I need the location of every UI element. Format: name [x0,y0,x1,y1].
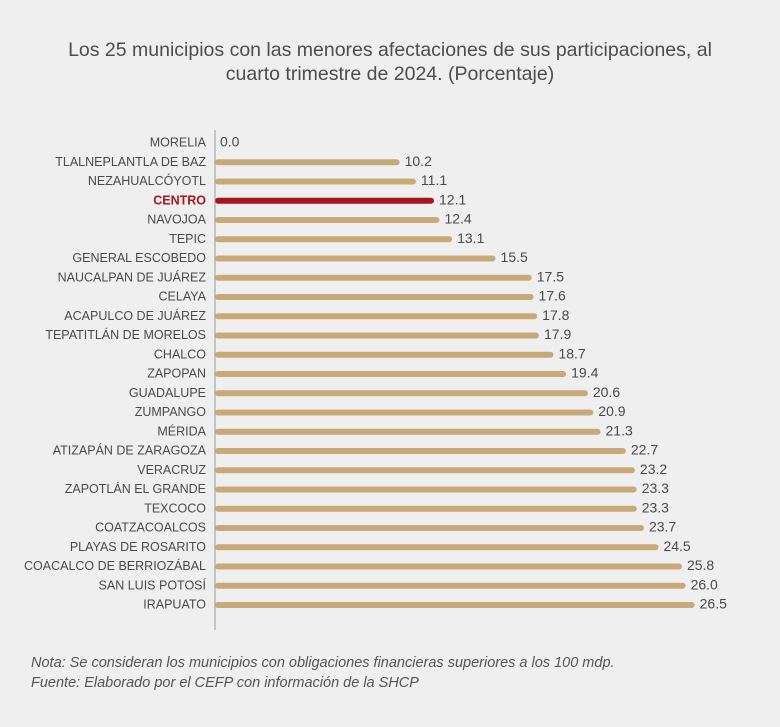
category-label: MORELIA [150,136,207,150]
chart-title-line-2: cuarto trimestre de 2024. (Porcentaje) [225,63,555,85]
category-label: ZUMPANGO [135,405,207,419]
bar [215,217,440,223]
category-label: VERACRUZ [137,463,206,477]
bar [215,544,659,551]
category-label: TEPIC [169,232,206,246]
bar [215,313,538,320]
value-label: 17.9 [544,326,571,342]
value-label: 17.5 [537,268,564,284]
category-label: ATIZAPÁN DE ZARAGOZA [53,443,207,458]
value-label: 23.7 [649,519,676,535]
bar [215,467,635,474]
category-label: COACALCO DE BERRIOZÁBAL [24,558,206,573]
value-label: 21.3 [606,422,633,438]
category-label: COATZACOALCOS [95,521,206,535]
category-label: NEZAHUALCÓYOTL [88,173,206,188]
category-label: NAVOJOA [147,213,206,227]
value-label: 23.2 [640,461,667,477]
bar [215,351,554,358]
category-label: IRAPUATO [143,598,206,612]
bar-highlight [215,197,435,204]
bar [215,332,539,339]
category-label: TLALNEPLANTLA DE BAZ [55,155,206,169]
category-label: PLAYAS DE ROSARITO [70,540,206,554]
bar [215,159,400,166]
category-label: GUADALUPE [129,386,206,400]
value-label: 23.3 [642,480,669,496]
bar [215,505,637,512]
value-label: 24.5 [663,538,690,554]
bar [215,371,567,377]
bar [215,563,682,570]
value-label: 12.4 [444,211,471,227]
value-label: 13.1 [457,230,484,246]
category-label: ZAPOTLÁN EL GRANDE [65,481,206,496]
category-label: NAUCALPAN DE JUÁREZ [58,269,207,284]
value-label: 20.6 [593,384,620,400]
value-label: 26.5 [700,596,727,612]
bar [215,428,601,435]
source-text: Fuente: Elaborado por el CEFP con inform… [31,675,419,691]
category-label: GENERAL ESCOBEDO [72,251,206,265]
value-label: 10.2 [405,153,432,169]
category-label: SAN LUIS POTOSÍ [99,577,207,592]
chart-title: Los 25 municipios con las menores afecta… [0,38,780,86]
bar [215,602,695,608]
chart-title-line-1: Los 25 municipios con las menores afecta… [68,39,712,61]
bar [215,409,594,416]
category-label: TEPATITLÁN DE MORELOS [45,327,206,342]
value-label: 0.0 [220,134,240,150]
bar [215,525,644,531]
category-label: TEXCOCO [144,501,206,515]
chart-notes: Nota: Se consideran los municipios con o… [31,653,615,693]
category-label: MÉRIDA [157,423,206,438]
bar [215,274,532,281]
bar [215,255,496,262]
category-label: CELAYA [159,290,207,304]
value-label: 18.7 [558,345,585,361]
bar [215,582,686,589]
value-label: 17.6 [539,288,566,304]
category-label: ACAPULCO DE JUÁREZ [64,308,206,323]
value-label: 26.0 [691,576,718,592]
category-label: CHALCO [154,347,206,361]
value-label: 11.1 [421,172,447,188]
note-text: Nota: Se consideran los municipios con o… [31,655,615,671]
value-label: 19.4 [571,365,598,381]
value-label: 23.3 [642,499,669,515]
category-label: ZAPOPAN [147,367,206,381]
bars-group: MORELIA 0.0 TLALNEPLANTLA DE BAZ 10.2 NEZAHU… [24,134,727,612]
bar [215,236,453,243]
value-label: 20.9 [598,403,625,419]
category-label: CENTRO [153,193,206,207]
value-label: 25.8 [687,557,714,573]
value-label: 22.7 [631,442,658,458]
bar [215,448,626,454]
bar [215,486,637,493]
bar [215,390,588,397]
bar [215,294,534,300]
value-label: 15.5 [501,249,528,265]
value-label: 12.1 [439,191,466,207]
value-label: 17.8 [542,307,569,323]
bar [215,178,416,185]
